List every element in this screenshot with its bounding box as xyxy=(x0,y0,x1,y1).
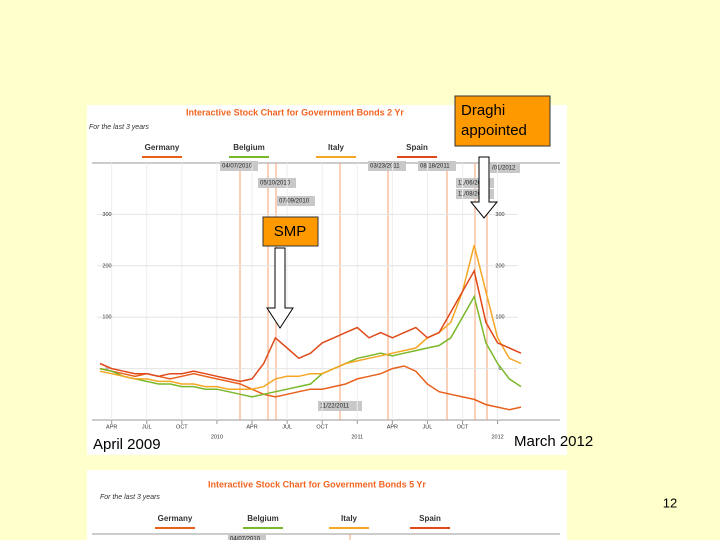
callout-text: Draghi appointed xyxy=(461,102,527,139)
y-tick-label: 300 xyxy=(102,212,111,218)
page-number: 12 xyxy=(663,495,677,510)
event-box xyxy=(318,401,362,411)
event-box xyxy=(258,178,296,188)
legend-label: Belgium xyxy=(233,143,265,152)
x-tick-label: APR xyxy=(106,424,117,430)
x-tick-label: JUL xyxy=(282,424,292,430)
callout-box xyxy=(262,216,319,247)
chart-subtitle: For the last 3 years xyxy=(100,494,160,501)
arrow xyxy=(469,156,499,219)
event-label: 11/08/2011 xyxy=(458,192,488,198)
legend-label: Belgium xyxy=(247,514,279,523)
x-tick-label: OCT xyxy=(176,424,188,430)
event-box xyxy=(456,178,494,188)
event-box xyxy=(220,161,258,171)
legend-label: Italy xyxy=(341,514,358,523)
series-line xyxy=(99,294,522,398)
x-tick-label: 2010 xyxy=(211,434,223,440)
chart-title: Interactive Stock Chart for Government B… xyxy=(186,107,404,117)
x-tick-label: APR xyxy=(387,424,398,430)
x-tick-label: APR xyxy=(246,424,257,430)
x-tick-label: JUL xyxy=(423,424,433,430)
y-tick-label: 0 xyxy=(498,366,501,372)
event-label: 03/23/2011 xyxy=(370,164,400,170)
series-line xyxy=(99,245,522,390)
legend-label: Italy xyxy=(328,143,345,152)
callout-box xyxy=(454,95,551,147)
y-tick-label: 200 xyxy=(102,263,111,269)
event-box xyxy=(277,196,315,206)
x-tick-label: OCT xyxy=(457,424,469,430)
event-label: 11/22/2011 xyxy=(320,404,350,410)
legend-label: Spain xyxy=(406,143,428,152)
legend-label: Germany xyxy=(145,143,180,152)
event-box xyxy=(418,161,456,171)
legend-label: Germany xyxy=(158,514,193,523)
y-tick-label: 200 xyxy=(495,263,504,269)
chart-subtitle: For the last 3 years xyxy=(89,124,149,131)
event-box xyxy=(368,161,406,171)
event-label: /01/2012 xyxy=(492,166,516,172)
event-label: 11/06/2011 xyxy=(458,181,488,187)
legend-label: Spain xyxy=(419,514,441,523)
start-label: April 2009 xyxy=(93,436,161,453)
x-tick-label: OCT xyxy=(316,424,328,430)
x-tick-label: 2011 xyxy=(351,434,363,440)
x-tick-label: JUL xyxy=(142,424,152,430)
event-label: 05/10/2010 xyxy=(260,181,291,187)
event-label: 07/09/2010 xyxy=(279,199,310,205)
end-label: March 2012 xyxy=(514,433,593,450)
event-box xyxy=(456,189,494,199)
series-line xyxy=(99,268,522,383)
y-tick-label: 100 xyxy=(102,315,111,321)
y-tick-label: 300 xyxy=(495,212,504,218)
event-label: 04/07/2010 xyxy=(222,164,253,170)
callout: SMP Draghi appointed xyxy=(262,95,551,329)
event-label: 04/07/2010 xyxy=(230,537,261,540)
y-tick-label: 100 xyxy=(495,315,504,321)
plot: 04/07/2010 05/10/2010 07/09/2010 03/23/2011… xyxy=(92,161,560,440)
event-label: 08/18/2011 xyxy=(420,164,450,170)
series-line xyxy=(99,365,522,411)
y-tick-label: 0 xyxy=(105,366,108,372)
event-box xyxy=(490,163,520,173)
x-tick-label: 2012 xyxy=(491,434,503,440)
callout-text: SMP xyxy=(274,223,307,240)
arrow xyxy=(266,247,294,329)
event-box xyxy=(228,535,266,540)
chart-title: Interactive Stock Chart for Government B… xyxy=(208,479,426,489)
